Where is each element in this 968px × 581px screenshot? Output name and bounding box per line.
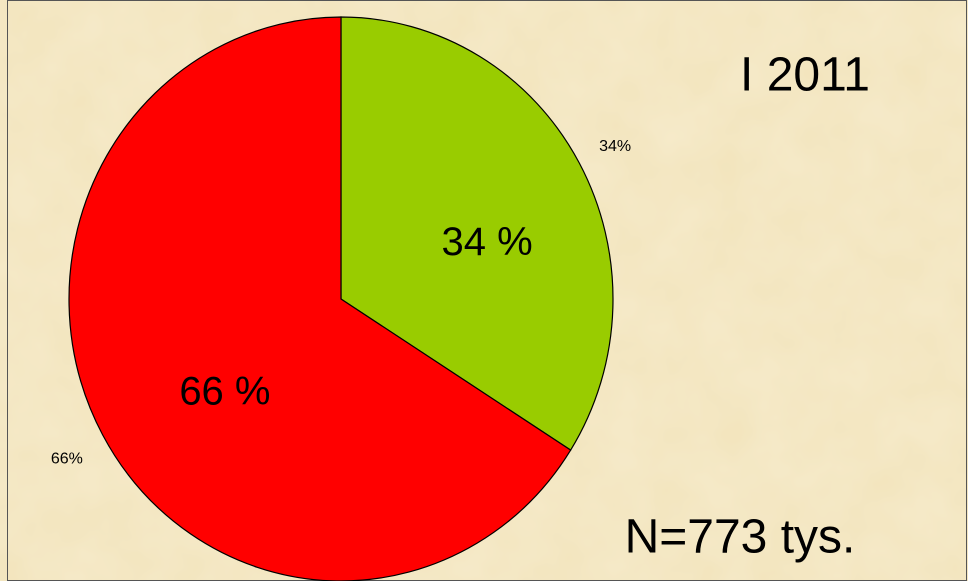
chart-title: I 2011: [740, 49, 870, 102]
inner-value-label: 66 %: [179, 369, 270, 413]
pie-slice: [340, 16, 614, 451]
pie-slice: [68, 16, 572, 581]
value-label: 34%: [599, 138, 631, 155]
annotation: N=773 tys.: [625, 511, 856, 564]
value-label: 66%: [51, 450, 83, 467]
pie: [68, 16, 614, 581]
inner-value-label: 34 %: [442, 220, 533, 264]
